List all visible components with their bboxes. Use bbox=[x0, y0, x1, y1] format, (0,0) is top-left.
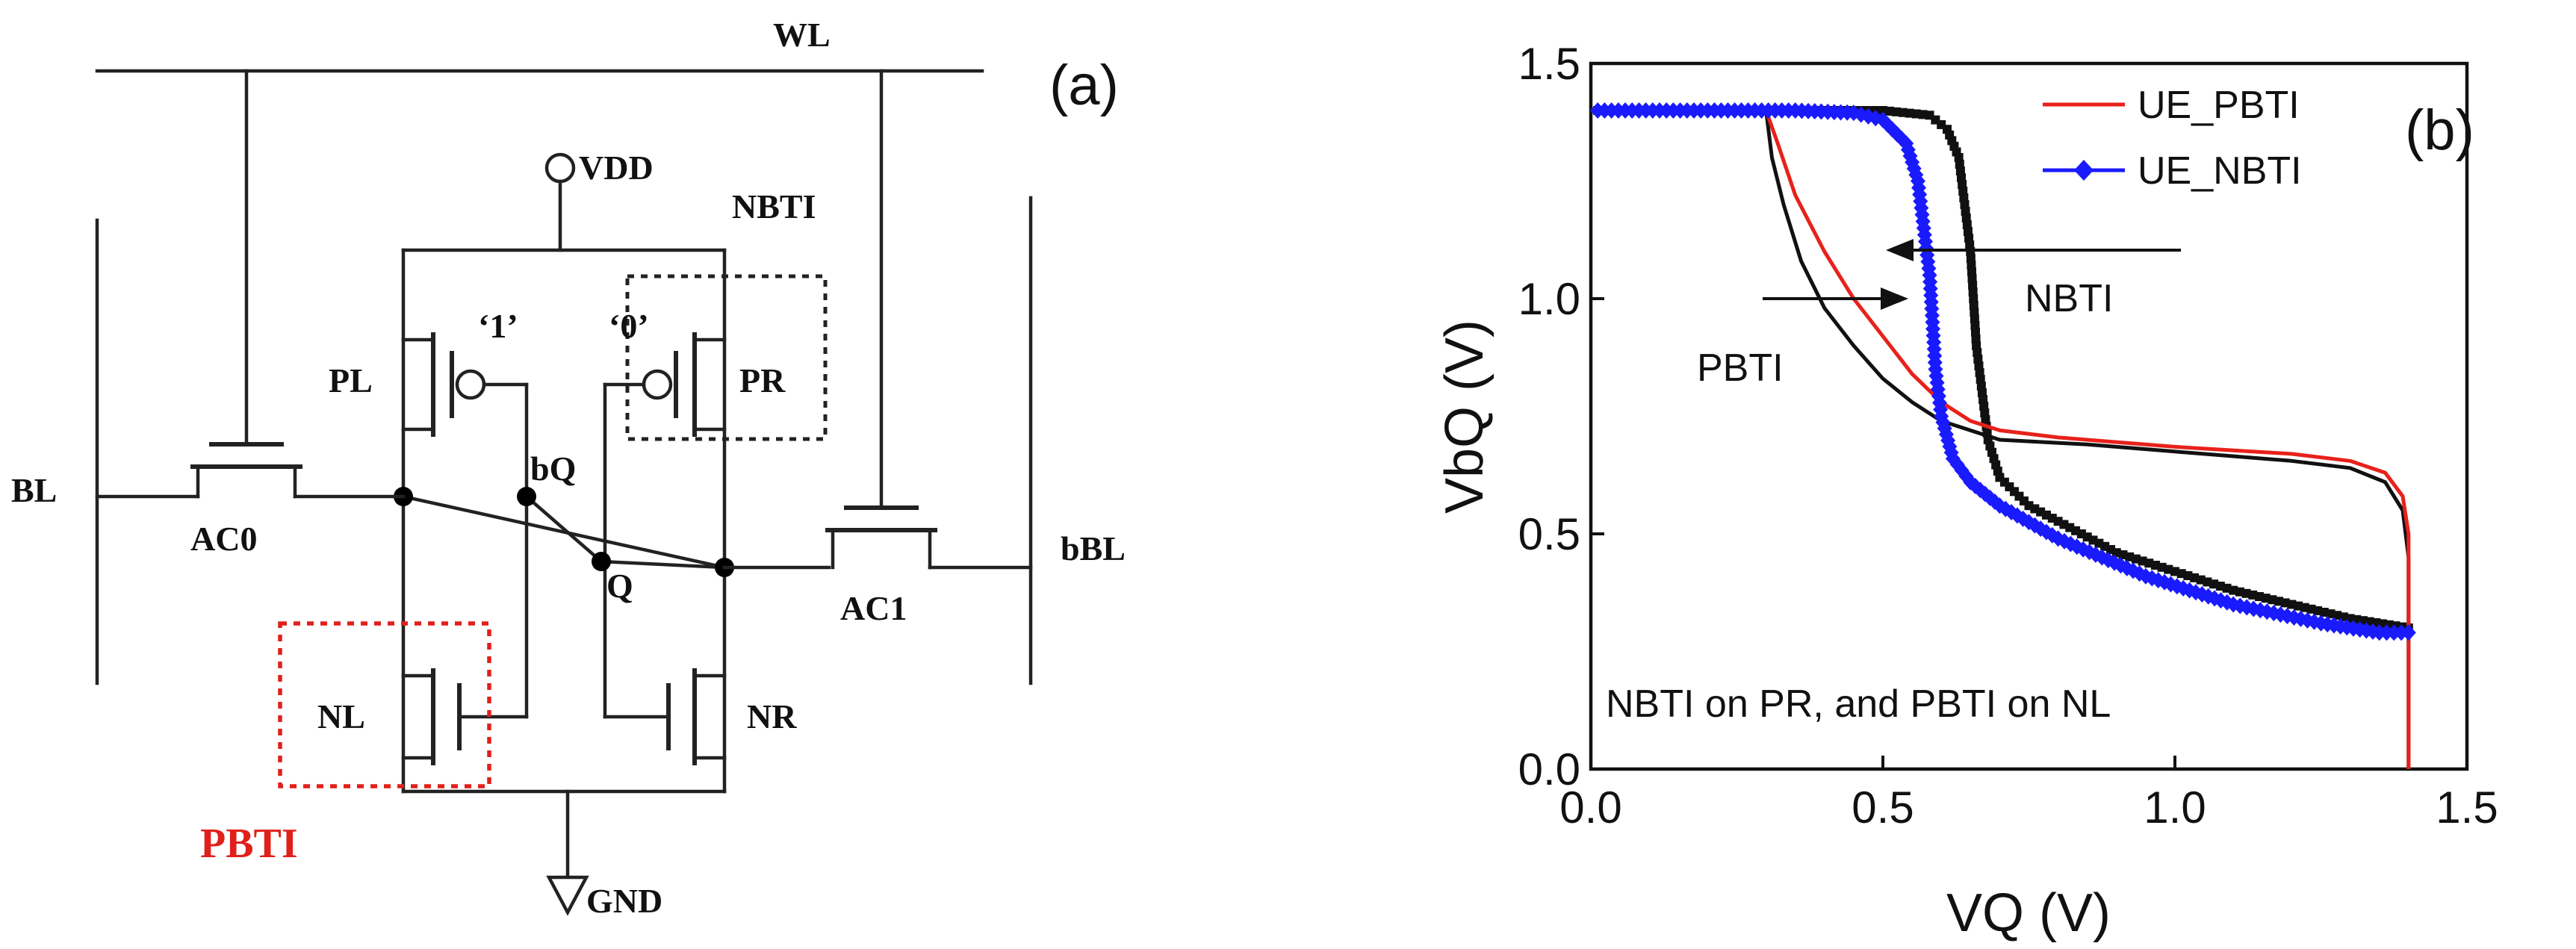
legend-marker-ue-nbti bbox=[2074, 160, 2094, 181]
panel-a-tag: (a) bbox=[1049, 54, 1119, 117]
sram-schematic: WL VDD NBTI BL bBL AC0 AC1 PL PR NL NR b… bbox=[11, 16, 1126, 920]
zero-label: ‘0’ bbox=[609, 307, 649, 345]
one-label: ‘1’ bbox=[478, 307, 518, 345]
q-label: Q bbox=[606, 567, 633, 605]
legend: UE_PBTI UE_NBTI bbox=[2043, 84, 2302, 193]
cross-couple-wire-1 bbox=[401, 494, 727, 570]
series-series-2 bbox=[1591, 108, 2411, 769]
y-tick-label: 1.0 bbox=[1518, 274, 1580, 324]
vdd-label: VDD bbox=[579, 149, 654, 187]
butterfly-chart: 0.0 0.5 1.0 1.50.00.51.01.5 VQ (V) VbQ (V) … bbox=[1435, 39, 2498, 943]
series-line-series-2 bbox=[1591, 108, 2411, 769]
chart-series bbox=[1590, 102, 2416, 769]
ac0-label: AC0 bbox=[190, 520, 257, 558]
pl-label: PL bbox=[329, 361, 373, 399]
nbti-annotation: NBTI bbox=[2025, 277, 2113, 320]
node-bq-dot bbox=[517, 487, 536, 506]
x-tick-label: 1.0 bbox=[2144, 782, 2206, 833]
aging-note: NBTI on PR, and PBTI on NL bbox=[1606, 682, 2111, 726]
vdd-terminal bbox=[544, 152, 576, 184]
series-series-3 bbox=[1591, 106, 2413, 632]
series-marker-ue-nbti bbox=[1590, 102, 1606, 119]
nbti-label: NBTI bbox=[732, 187, 816, 225]
x-tick-label: 0.5 bbox=[1852, 782, 1914, 833]
x-tick-label: 0.0 bbox=[1559, 782, 1621, 833]
wl-label: WL bbox=[773, 16, 831, 54]
nr-label: NR bbox=[747, 697, 797, 735]
gnd-label: GND bbox=[586, 882, 662, 920]
x-tick-label: 1.5 bbox=[2436, 782, 2498, 833]
ac1-label: AC1 bbox=[840, 589, 907, 627]
axis-ticks: 0.0 0.5 1.0 1.5 0.0 0.5 1.0 1.5 bbox=[1518, 39, 2498, 833]
nbti-shift-arrow bbox=[1886, 239, 2181, 261]
series-line-ue-pbti bbox=[1591, 108, 2411, 769]
nl-label: NL bbox=[317, 697, 365, 735]
pbti-highlight-box bbox=[278, 621, 491, 788]
plot-frame bbox=[1589, 61, 2469, 771]
pr-label: PR bbox=[739, 361, 786, 399]
gnd-symbol bbox=[546, 875, 589, 916]
y-tick-label: 1.5 bbox=[1518, 39, 1580, 89]
bl-label: BL bbox=[11, 471, 57, 509]
y-tick-label: 0.0 bbox=[1518, 744, 1580, 794]
pr-bubble bbox=[642, 369, 673, 400]
series-ue-nbti bbox=[1590, 102, 2416, 641]
cross-couple-wire-2 bbox=[524, 494, 604, 564]
x-axis-title: VQ (V) bbox=[1946, 883, 2111, 943]
legend-label-ue-pbti: UE_PBTI bbox=[2138, 84, 2300, 127]
y-tick-label: 0.5 bbox=[1518, 509, 1580, 559]
nbti-highlight-box bbox=[625, 274, 828, 441]
pbti-label: PBTI bbox=[200, 821, 298, 867]
series-ue-pbti bbox=[1591, 108, 2411, 769]
legend-label-ue-nbti: UE_NBTI bbox=[2138, 149, 2302, 193]
panel-b-tag: (b) bbox=[2405, 99, 2474, 162]
pbti-annotation: PBTI bbox=[1697, 346, 1784, 390]
pbti-shift-arrow bbox=[1763, 287, 1908, 310]
bq-label: bQ bbox=[530, 449, 576, 488]
node-q-dot bbox=[592, 552, 611, 571]
y-axis-title: VbQ (V) bbox=[1435, 320, 1495, 514]
pl-bubble bbox=[455, 369, 486, 400]
series-marker-series-3 bbox=[1878, 106, 1887, 115]
bbl-label: bBL bbox=[1061, 529, 1126, 567]
